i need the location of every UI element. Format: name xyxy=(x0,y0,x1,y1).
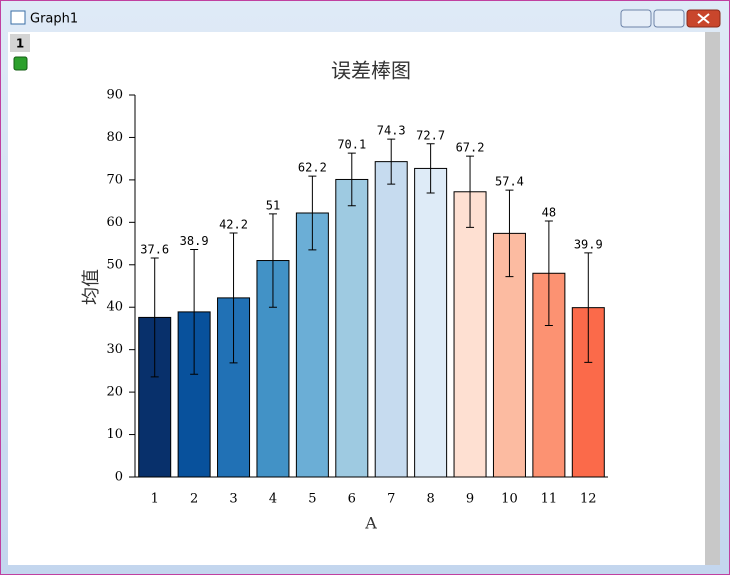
y-tick-label: 0 xyxy=(115,470,123,485)
data-label: 74.3 xyxy=(377,124,406,138)
data-label: 39.9 xyxy=(574,237,603,251)
y-tick-label: 20 xyxy=(106,385,123,400)
bar xyxy=(453,191,487,478)
bar xyxy=(335,178,369,478)
bar xyxy=(295,212,329,478)
error-bar xyxy=(387,138,396,185)
y-tick-label: 10 xyxy=(106,427,123,442)
maximize-button[interactable] xyxy=(653,9,685,28)
data-label: 57.4 xyxy=(495,175,524,189)
window-icon xyxy=(10,10,26,25)
error-bar xyxy=(229,232,238,364)
x-tick-label: 6 xyxy=(348,492,356,507)
bar xyxy=(414,167,448,478)
data-label: 38.9 xyxy=(180,234,209,248)
error-bar xyxy=(584,252,593,363)
error-bar xyxy=(268,213,277,308)
bar xyxy=(374,161,408,478)
y-tick-label: 60 xyxy=(106,215,123,230)
x-axis-label: A xyxy=(364,514,377,533)
error-bar xyxy=(150,257,159,378)
y-tick-label: 40 xyxy=(106,300,123,315)
data-label: 51 xyxy=(266,198,280,212)
data-label: 72.7 xyxy=(416,128,445,142)
x-tick-label: 12 xyxy=(580,492,597,507)
lock-icon[interactable] xyxy=(13,56,28,71)
x-tick-label: 11 xyxy=(541,492,558,507)
error-bar xyxy=(308,175,317,251)
y-tick-label: 70 xyxy=(106,172,123,187)
x-tick-label: 8 xyxy=(426,492,434,507)
y-tick-label: 30 xyxy=(106,342,123,357)
x-tick-label: 1 xyxy=(151,492,159,507)
y-tick-label: 80 xyxy=(106,130,123,145)
x-tick-label: 7 xyxy=(387,492,395,507)
x-tick-label: 3 xyxy=(229,492,237,507)
chart-title: 误差棒图 xyxy=(331,59,411,83)
window-title: Graph1 xyxy=(30,12,78,27)
layer-number: 1 xyxy=(16,37,24,51)
x-tick-label: 2 xyxy=(190,492,198,507)
scrollbar[interactable] xyxy=(705,32,720,565)
bar xyxy=(492,232,526,478)
error-bar xyxy=(347,152,356,207)
y-tick-label: 50 xyxy=(106,257,123,272)
close-icon xyxy=(697,13,710,24)
data-label: 70.1 xyxy=(337,138,366,152)
error-bar xyxy=(505,189,514,278)
x-tick-label: 4 xyxy=(269,492,277,507)
data-label: 42.2 xyxy=(219,217,248,231)
data-label: 62.2 xyxy=(298,161,327,175)
error-bar xyxy=(544,220,553,326)
error-bar xyxy=(426,143,435,194)
data-label: 48 xyxy=(542,206,556,220)
x-tick-label: 9 xyxy=(466,492,474,507)
data-label: 37.6 xyxy=(140,242,169,256)
x-tick-label: 10 xyxy=(501,492,518,507)
error-bar xyxy=(466,155,475,228)
data-label: 67.2 xyxy=(456,141,485,155)
error-bar xyxy=(190,248,199,375)
minimize-button[interactable] xyxy=(620,9,652,28)
layer-tab[interactable] xyxy=(10,34,30,52)
y-tick-label: 90 xyxy=(106,88,123,103)
y-axis-label: 均值 xyxy=(81,269,102,305)
x-tick-label: 5 xyxy=(308,492,316,507)
